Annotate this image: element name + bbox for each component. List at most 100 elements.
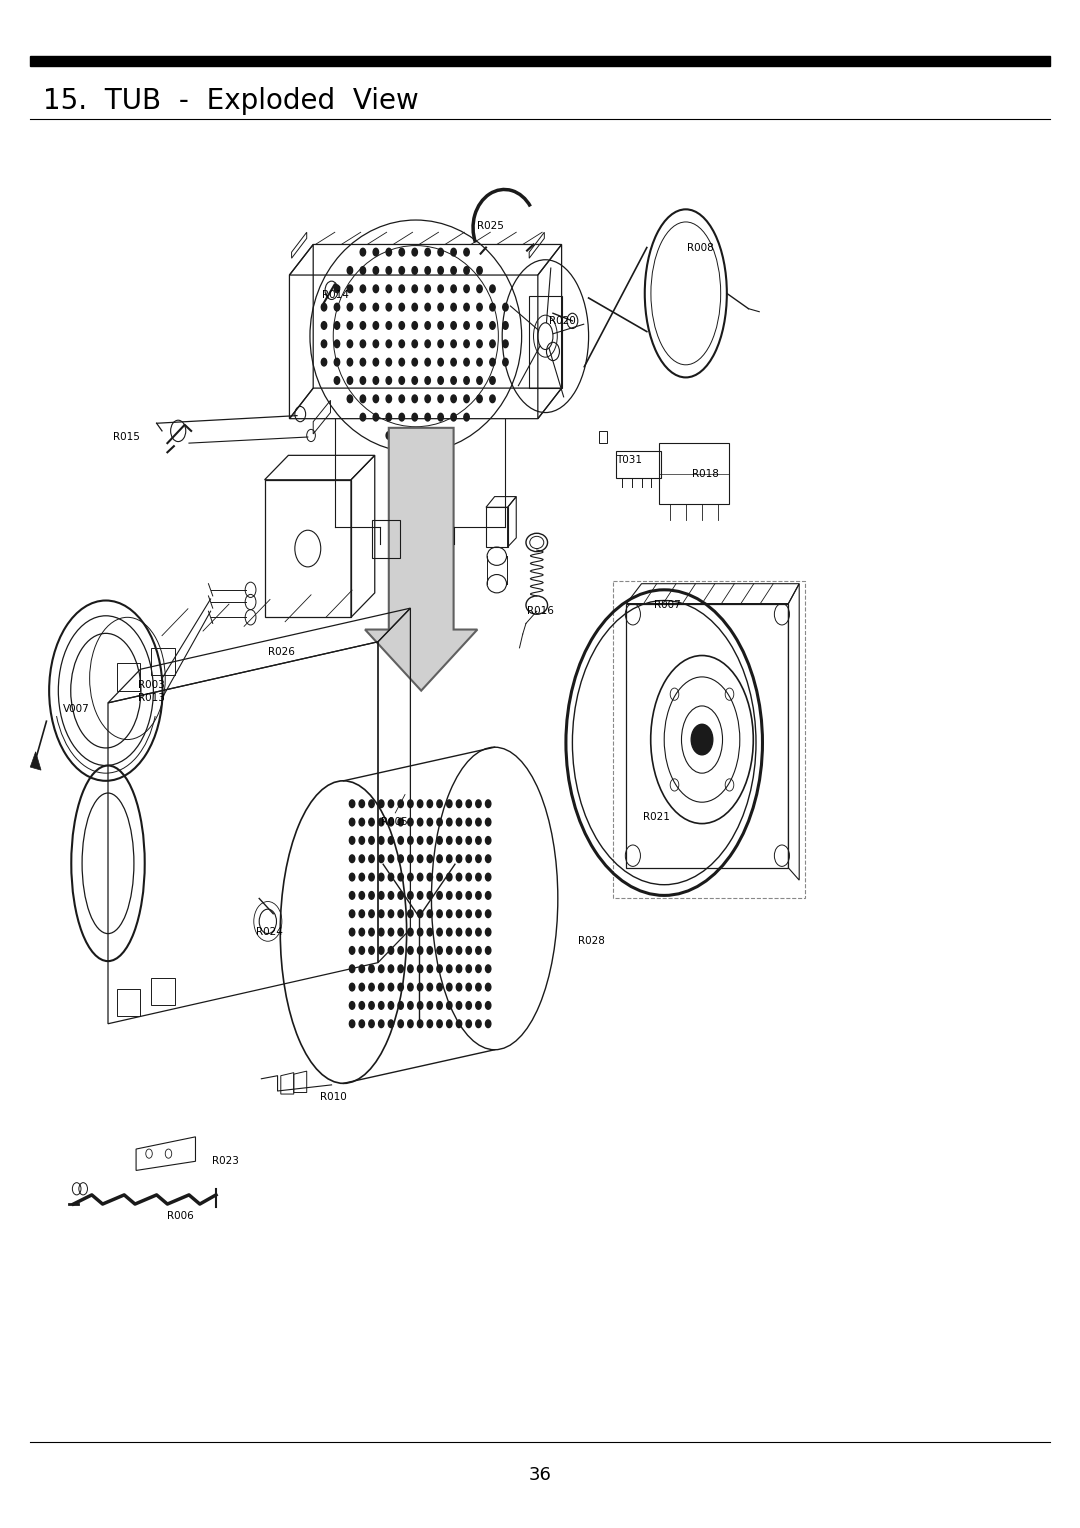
- Circle shape: [467, 909, 471, 917]
- Circle shape: [451, 304, 456, 312]
- Circle shape: [348, 286, 352, 293]
- Circle shape: [467, 1002, 471, 1010]
- Circle shape: [399, 819, 404, 825]
- Circle shape: [374, 394, 378, 402]
- Circle shape: [428, 874, 432, 880]
- Circle shape: [457, 946, 462, 953]
- Circle shape: [477, 358, 482, 365]
- Circle shape: [369, 909, 375, 917]
- Circle shape: [426, 394, 430, 402]
- Circle shape: [417, 946, 423, 953]
- Circle shape: [399, 966, 404, 973]
- Circle shape: [451, 358, 456, 365]
- Circle shape: [417, 1002, 423, 1010]
- Circle shape: [451, 321, 456, 329]
- Circle shape: [359, 874, 365, 880]
- Circle shape: [437, 1002, 443, 1010]
- Text: R028: R028: [578, 937, 605, 946]
- Circle shape: [408, 984, 413, 992]
- Circle shape: [451, 394, 456, 402]
- Circle shape: [437, 1021, 443, 1027]
- Circle shape: [490, 304, 495, 312]
- Circle shape: [369, 801, 375, 808]
- Circle shape: [475, 801, 482, 808]
- Circle shape: [437, 874, 443, 880]
- Circle shape: [348, 376, 352, 384]
- Circle shape: [457, 1002, 462, 1010]
- Circle shape: [400, 267, 404, 275]
- Circle shape: [428, 856, 432, 862]
- Circle shape: [451, 286, 456, 293]
- Circle shape: [467, 966, 471, 973]
- Circle shape: [428, 1002, 432, 1010]
- Circle shape: [374, 286, 378, 293]
- Circle shape: [360, 286, 365, 293]
- Circle shape: [417, 1021, 423, 1027]
- Circle shape: [374, 249, 378, 255]
- Circle shape: [389, 837, 393, 843]
- Circle shape: [389, 1021, 393, 1027]
- Circle shape: [408, 1021, 413, 1027]
- Circle shape: [348, 339, 352, 347]
- Circle shape: [408, 837, 413, 843]
- Circle shape: [335, 358, 339, 365]
- Circle shape: [322, 339, 326, 347]
- Circle shape: [387, 394, 391, 402]
- Circle shape: [417, 837, 423, 843]
- Circle shape: [359, 984, 365, 992]
- Circle shape: [451, 249, 456, 255]
- Circle shape: [417, 819, 423, 825]
- Circle shape: [378, 984, 384, 992]
- Circle shape: [369, 966, 375, 973]
- Circle shape: [502, 339, 508, 347]
- Circle shape: [400, 339, 404, 347]
- Circle shape: [389, 801, 393, 808]
- Circle shape: [457, 819, 462, 825]
- Circle shape: [399, 927, 404, 935]
- Circle shape: [475, 1002, 482, 1010]
- Circle shape: [428, 927, 432, 935]
- Circle shape: [350, 984, 354, 992]
- Circle shape: [369, 946, 375, 953]
- Circle shape: [438, 358, 443, 365]
- Circle shape: [475, 819, 482, 825]
- Circle shape: [369, 1021, 375, 1027]
- Circle shape: [359, 801, 365, 808]
- Circle shape: [378, 801, 384, 808]
- Circle shape: [408, 927, 413, 935]
- Circle shape: [400, 376, 404, 384]
- Circle shape: [399, 801, 404, 808]
- Circle shape: [475, 874, 482, 880]
- Circle shape: [350, 1002, 354, 1010]
- Circle shape: [374, 413, 378, 420]
- Circle shape: [413, 249, 417, 255]
- Circle shape: [437, 966, 443, 973]
- Circle shape: [348, 358, 352, 365]
- Circle shape: [451, 376, 456, 384]
- Circle shape: [502, 304, 508, 312]
- Circle shape: [464, 267, 469, 275]
- Circle shape: [378, 891, 384, 898]
- Circle shape: [389, 891, 393, 898]
- Circle shape: [359, 1002, 365, 1010]
- Circle shape: [359, 837, 365, 843]
- Circle shape: [408, 891, 413, 898]
- Circle shape: [428, 837, 432, 843]
- Circle shape: [348, 321, 352, 329]
- Circle shape: [378, 856, 384, 862]
- Circle shape: [378, 909, 384, 917]
- Circle shape: [437, 984, 443, 992]
- Circle shape: [490, 339, 495, 347]
- Circle shape: [447, 946, 453, 953]
- Circle shape: [360, 413, 365, 420]
- Circle shape: [477, 286, 482, 293]
- Circle shape: [335, 376, 339, 384]
- Circle shape: [378, 837, 384, 843]
- Circle shape: [378, 946, 384, 953]
- Circle shape: [438, 286, 443, 293]
- Circle shape: [475, 1021, 482, 1027]
- Circle shape: [350, 966, 354, 973]
- Circle shape: [399, 891, 404, 898]
- Circle shape: [389, 946, 393, 953]
- Circle shape: [438, 431, 443, 440]
